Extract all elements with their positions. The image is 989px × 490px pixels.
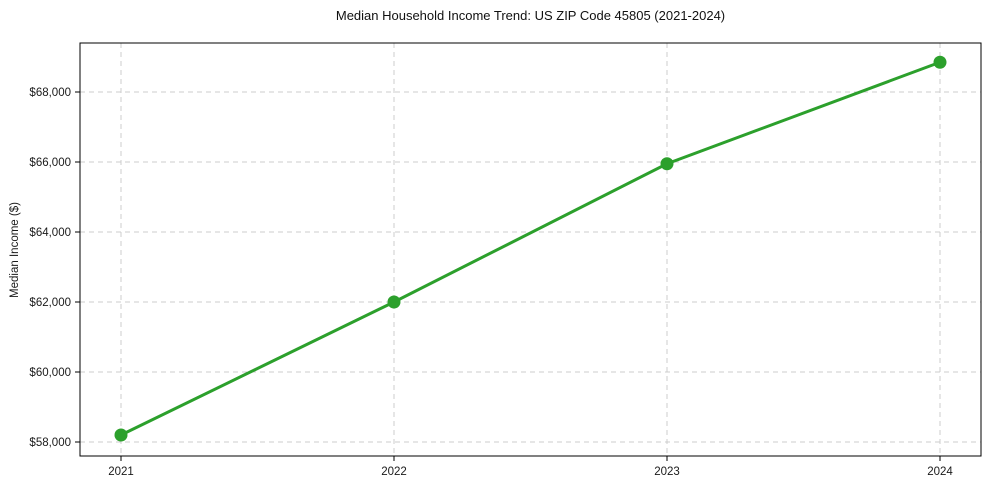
- x-tick-label: 2022: [381, 466, 407, 478]
- y-tick-label: $64,000: [29, 227, 71, 239]
- chart-title: Median Household Income Trend: US ZIP Co…: [335, 8, 726, 23]
- y-tick-label: $58,000: [29, 437, 71, 449]
- data-point-2022: [387, 295, 401, 309]
- data-point-2024: [933, 55, 947, 69]
- x-tick-label: 2023: [654, 466, 680, 478]
- income-trend-line: [119, 60, 942, 437]
- data-point-2021: [114, 428, 128, 442]
- x-tick-label: 2021: [108, 466, 134, 478]
- x-tick-label: 2024: [927, 466, 953, 478]
- plot-border: [79, 42, 982, 457]
- y-tick-label: $68,000: [29, 87, 71, 99]
- data-point-2023: [660, 157, 674, 171]
- y-tick-label: $62,000: [29, 297, 71, 309]
- y-tick-label: $60,000: [29, 367, 71, 379]
- y-tick-label: $66,000: [29, 157, 71, 169]
